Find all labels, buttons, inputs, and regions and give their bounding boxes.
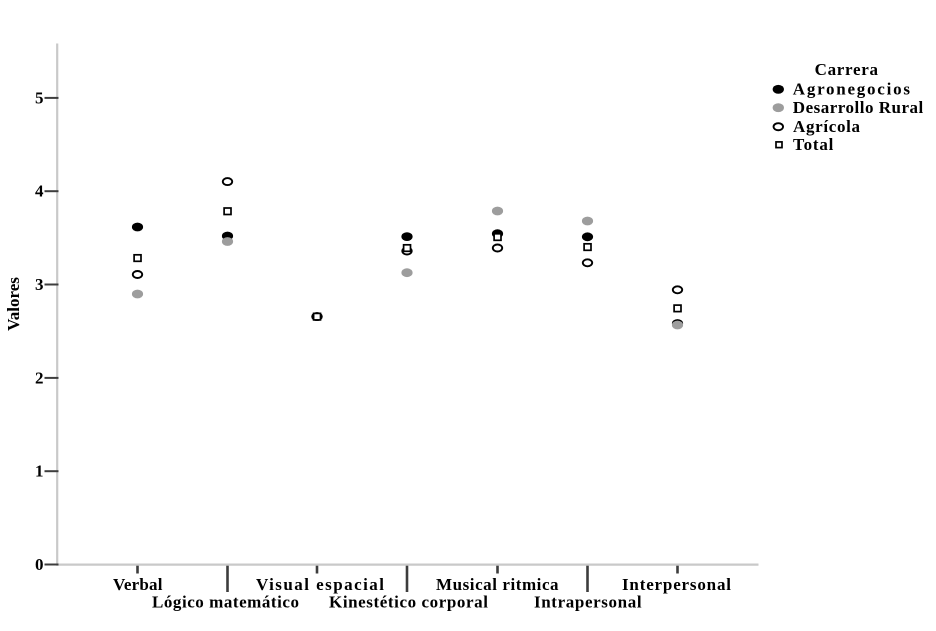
svg-text:Verbal: Verbal [113, 575, 163, 594]
svg-text:Total: Total [793, 135, 834, 154]
svg-text:Lógico matemático: Lógico matemático [152, 593, 300, 612]
svg-text:Musical ritmica: Musical ritmica [436, 575, 559, 594]
svg-text:1: 1 [35, 462, 44, 481]
svg-text:Valores: Valores [4, 277, 23, 331]
svg-text:Kinestético corporal: Kinestético corporal [329, 593, 489, 612]
svg-text:5: 5 [35, 88, 44, 107]
svg-text:Visual espacial: Visual espacial [256, 575, 385, 594]
svg-text:4: 4 [35, 182, 44, 201]
svg-text:Desarrollo Rural: Desarrollo Rural [793, 98, 924, 117]
svg-text:Agrícola: Agrícola [793, 117, 861, 136]
svg-text:Intrapersonal: Intrapersonal [534, 593, 642, 612]
svg-text:Interpersonal: Interpersonal [622, 575, 732, 594]
svg-text:Agronegocios: Agronegocios [793, 80, 912, 99]
svg-text:0: 0 [35, 555, 44, 574]
svg-text:2: 2 [35, 368, 44, 387]
svg-text:3: 3 [35, 275, 44, 294]
svg-text:Carrera: Carrera [815, 60, 879, 79]
